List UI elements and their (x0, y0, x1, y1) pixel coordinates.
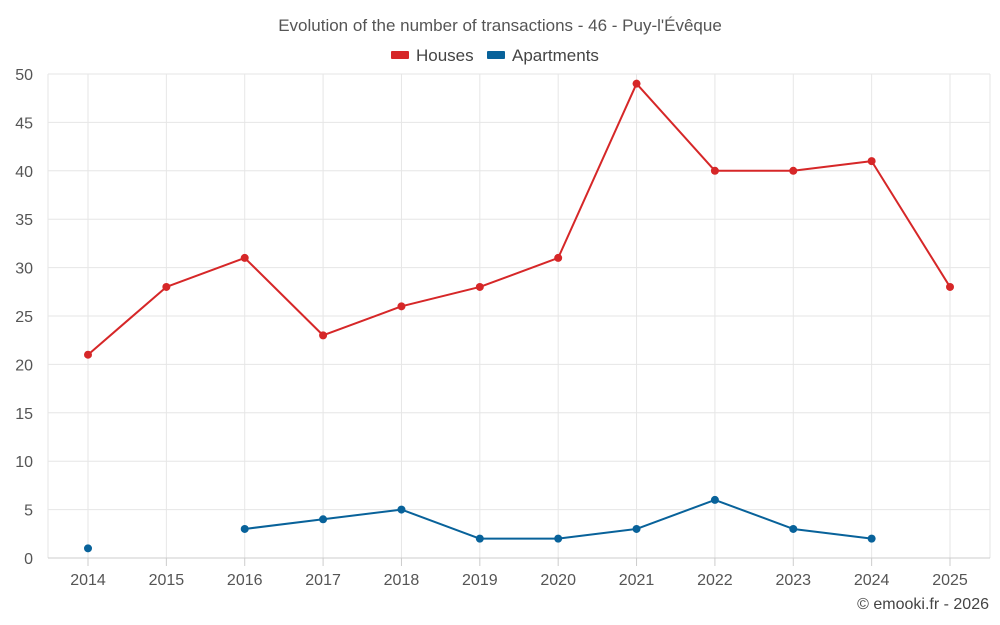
y-tick-label: 35 (15, 212, 33, 229)
y-tick-label: 5 (24, 503, 33, 520)
chart-title: Evolution of the number of transactions … (278, 16, 722, 35)
data-point-houses-2016[interactable] (240, 253, 249, 262)
data-point-houses-2024[interactable] (867, 157, 876, 166)
x-tick-label: 2015 (149, 572, 185, 589)
y-tick-label: 10 (15, 454, 33, 471)
legend-label-houses: Houses (416, 46, 474, 65)
x-tick-label: 2020 (540, 572, 576, 589)
data-point-houses-2020[interactable] (554, 253, 563, 262)
x-tick-label: 2016 (227, 572, 263, 589)
credit-text: © emooki.fr - 2026 (857, 596, 989, 613)
data-point-apartments-2023[interactable] (789, 524, 798, 533)
x-tick-label: 2014 (70, 572, 106, 589)
x-tick-label: 2022 (697, 572, 733, 589)
y-tick-label: 15 (15, 406, 33, 423)
x-tick-label: 2025 (932, 572, 968, 589)
y-tick-label: 50 (15, 67, 33, 84)
series-line-houses (87, 82, 951, 356)
data-point-apartments-2017[interactable] (319, 515, 328, 524)
data-point-houses-2018[interactable] (397, 302, 406, 311)
series-apartments (84, 495, 876, 553)
data-point-apartments-2022[interactable] (710, 495, 719, 504)
series-houses (84, 79, 954, 359)
data-point-houses-2017[interactable] (319, 331, 328, 340)
legend-swatch-apartments (487, 51, 505, 59)
x-tick-label: 2023 (775, 572, 811, 589)
data-point-apartments-2020[interactable] (554, 534, 563, 543)
data-point-apartments-2024[interactable] (867, 534, 876, 543)
legend: Houses Apartments (391, 46, 599, 65)
data-point-apartments-2021[interactable] (632, 524, 641, 533)
data-point-houses-2023[interactable] (789, 166, 798, 175)
legend-label-apartments: Apartments (512, 46, 599, 65)
x-tick-label: 2024 (854, 572, 890, 589)
data-point-houses-2021[interactable] (632, 79, 641, 88)
x-tick-label: 2021 (619, 572, 655, 589)
y-tick-label: 40 (15, 164, 33, 181)
data-point-apartments-2014[interactable] (84, 544, 92, 553)
data-point-houses-2014[interactable] (84, 350, 92, 359)
y-tick-label: 45 (15, 115, 33, 132)
data-point-apartments-2018[interactable] (397, 505, 406, 514)
data-point-houses-2015[interactable] (162, 282, 171, 291)
legend-item-apartments[interactable]: Apartments (487, 46, 599, 65)
data-point-houses-2025[interactable] (946, 282, 954, 291)
series (84, 79, 954, 553)
y-tick-label: 30 (15, 261, 33, 278)
x-tick-label: 2019 (462, 572, 498, 589)
legend-swatch-houses (391, 51, 409, 59)
y-tick-label: 25 (15, 309, 33, 326)
x-tick-label: 2017 (305, 572, 341, 589)
data-point-houses-2019[interactable] (475, 282, 484, 291)
grid (47, 73, 991, 559)
x-tick-label: 2018 (384, 572, 420, 589)
data-point-houses-2022[interactable] (710, 166, 719, 175)
data-point-apartments-2019[interactable] (475, 534, 484, 543)
y-tick-label: 0 (24, 551, 33, 568)
y-tick-label: 20 (15, 357, 33, 374)
legend-item-houses[interactable]: Houses (391, 46, 474, 65)
data-point-apartments-2016[interactable] (240, 524, 249, 533)
